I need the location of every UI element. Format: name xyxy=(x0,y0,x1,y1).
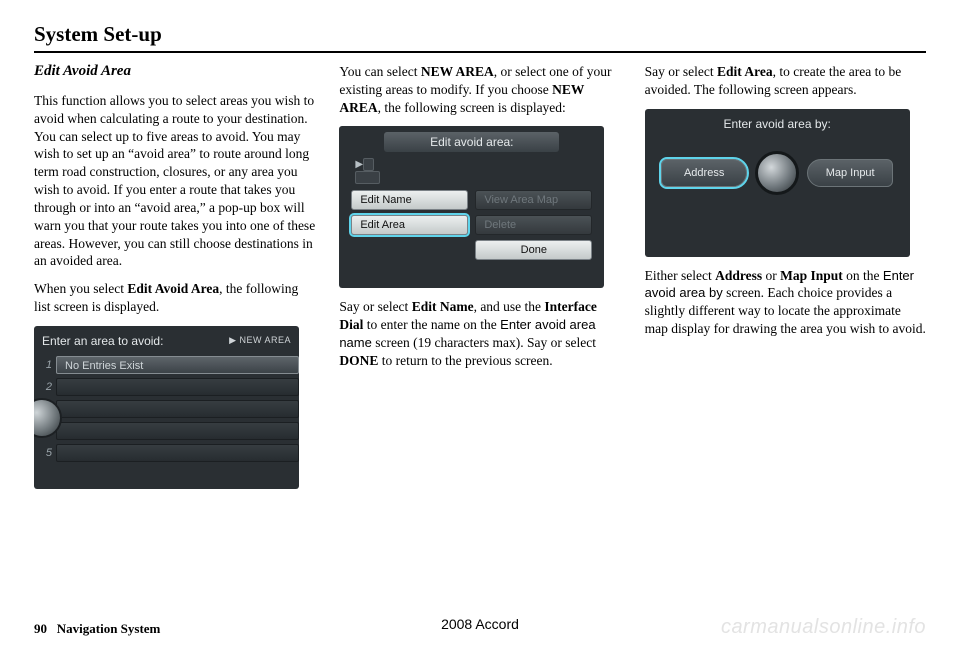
text: When you select xyxy=(34,281,127,296)
edit-name-button: Edit Name xyxy=(351,190,468,210)
col1-para2: When you select Edit Avoid Area, the fol… xyxy=(34,280,315,316)
section-label: Navigation System xyxy=(57,621,161,636)
footer-center: 2008 Accord xyxy=(441,616,519,632)
text: You can select xyxy=(339,64,421,79)
col1-para1: This function allows you to select areas… xyxy=(34,92,315,270)
scr3-title: Enter avoid area by: xyxy=(723,117,830,131)
bold-text: Edit Avoid Area xyxy=(127,281,219,296)
bold-text: DONE xyxy=(339,353,378,368)
scr1-row-num: 2 xyxy=(38,381,52,393)
scr1-row-num: 5 xyxy=(38,447,52,459)
column-1: Edit Avoid Area This function allows you… xyxy=(34,63,315,489)
text: screen (19 characters max). Say or selec… xyxy=(372,335,596,350)
flag-icon: ▶ xyxy=(355,159,363,170)
footer-left: 90 Navigation System xyxy=(34,621,160,637)
col2-para1: You can select NEW AREA, or select one o… xyxy=(339,63,620,116)
screenshot-enter-avoid-by: Enter avoid area by: Address Map Input xyxy=(645,109,910,257)
text: or xyxy=(762,268,780,283)
scr1-row-active: No Entries Exist xyxy=(56,356,299,374)
scr3-row: Address Map Input xyxy=(645,151,910,195)
watermark: carmanualsonline.info xyxy=(721,616,926,639)
bold-text: Map Input xyxy=(780,268,843,283)
text: Either select xyxy=(645,268,715,283)
bold-text: NEW AREA xyxy=(421,64,494,79)
text: , and use the xyxy=(474,299,545,314)
edit-area-button: Edit Area xyxy=(351,215,468,235)
content-columns: Edit Avoid Area This function allows you… xyxy=(34,63,926,489)
address-button: Address xyxy=(661,159,747,187)
scr1-row xyxy=(56,378,299,396)
column-2: You can select NEW AREA, or select one o… xyxy=(339,63,620,489)
col2-para2: Say or select Edit Name, and use the Int… xyxy=(339,298,620,369)
text: to enter the name on the xyxy=(363,317,500,332)
text: , the following screen is displayed: xyxy=(378,100,566,115)
flag-box-icon xyxy=(363,158,374,171)
page-title: System Set-up xyxy=(34,22,926,53)
scr1-new-area: ▶ NEW AREA xyxy=(229,335,291,346)
view-area-map-button: View Area Map xyxy=(475,190,592,210)
screenshot-enter-area: Enter an area to avoid: ▶ NEW AREA 1 No … xyxy=(34,326,299,489)
scr1-row xyxy=(56,444,299,462)
scr1-row-num: 1 xyxy=(38,359,52,371)
map-input-button: Map Input xyxy=(807,159,893,187)
text: Say or select xyxy=(339,299,411,314)
scr2-title: Edit avoid area: xyxy=(384,132,559,152)
text: to return to the previous screen. xyxy=(378,353,552,368)
bold-text: Address xyxy=(715,268,762,283)
bold-text: Edit Name xyxy=(412,299,474,314)
page-number: 90 xyxy=(34,621,47,636)
bold-text: Edit Area xyxy=(717,64,773,79)
scr1-row xyxy=(56,422,299,440)
scr1-title-text: Enter an area to avoid: xyxy=(42,334,163,348)
scr1-row xyxy=(56,400,299,418)
col3-para1: Say or select Edit Area, to create the a… xyxy=(645,63,926,99)
scr1-list: 1 No Entries Exist 2 3 4 5 xyxy=(34,352,299,464)
delete-button: Delete xyxy=(475,215,592,235)
col3-para2: Either select Address or Map Input on th… xyxy=(645,267,926,338)
screenshot-edit-avoid-area: Edit avoid area: ▶ Edit Name View Area M… xyxy=(339,126,604,288)
scr2-button-grid: Edit Name View Area Map Edit Area Delete… xyxy=(349,190,594,260)
done-button: Done xyxy=(475,240,592,260)
text: Say or select xyxy=(645,64,717,79)
section-subtitle: Edit Avoid Area xyxy=(34,63,315,80)
scr2-flags: ▶ xyxy=(349,156,594,190)
page-footer: 90 Navigation System 2008 Accord carmanu… xyxy=(34,616,926,639)
text: on the xyxy=(843,268,883,283)
column-3: Say or select Edit Area, to create the a… xyxy=(645,63,926,489)
scr1-titlebar: Enter an area to avoid: ▶ NEW AREA xyxy=(34,330,299,352)
scr1-entry-text: No Entries Exist xyxy=(57,357,298,375)
flag-box-icon xyxy=(355,171,380,184)
dial-icon xyxy=(755,151,799,195)
